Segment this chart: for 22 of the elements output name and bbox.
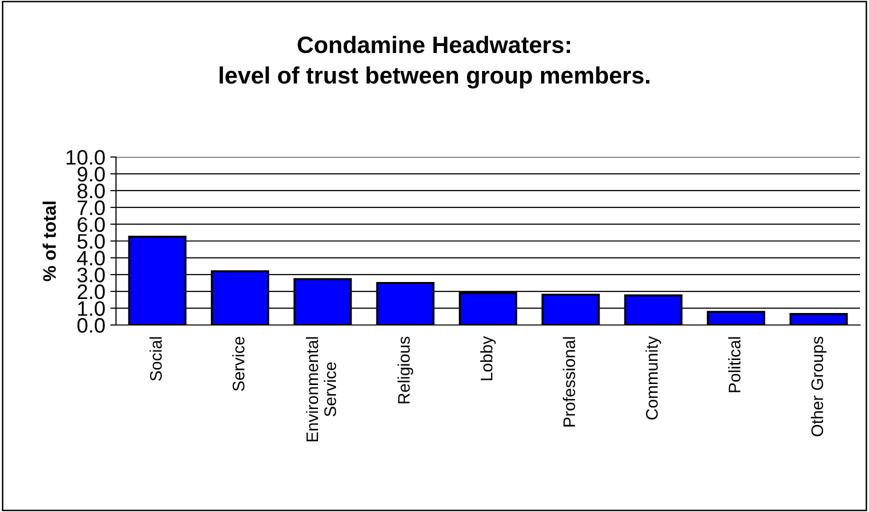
x-tick-label: Community: [646, 336, 662, 420]
y-axis-title: % of total: [42, 202, 56, 282]
y-tick-label: 3.0: [77, 268, 105, 282]
x-tick-label: Political: [728, 337, 740, 392]
x-tick-label: Service: [232, 336, 244, 391]
y-tick-label: 8.0: [78, 184, 105, 198]
y-tick-label: 6.0: [78, 217, 105, 232]
y-tick-label: 2.0: [78, 284, 105, 300]
x-tick-label: Lobby: [480, 336, 496, 380]
x-tick-label: Social: [150, 337, 162, 381]
x-tick-label: Religious: [398, 336, 414, 404]
y-tick-label: 10.0: [66, 150, 105, 165]
x-tick-label: Professional: [562, 337, 576, 426]
x-tick-label: Other Groups: [810, 336, 826, 436]
y-tick-label: 0.0: [77, 318, 105, 333]
x-tick-label: Environmental Service: [306, 337, 336, 442]
y-tick-label: 9.0: [78, 166, 105, 182]
y-tick-label: 4.0: [77, 250, 105, 266]
chart-title: Condamine Headwaters: level of trust between group members.: [220, 36, 650, 89]
y-tick-label: 7.0: [78, 200, 105, 216]
y-tick-label: 5.0: [77, 234, 105, 249]
y-tick-label: 1.0: [78, 301, 105, 316]
